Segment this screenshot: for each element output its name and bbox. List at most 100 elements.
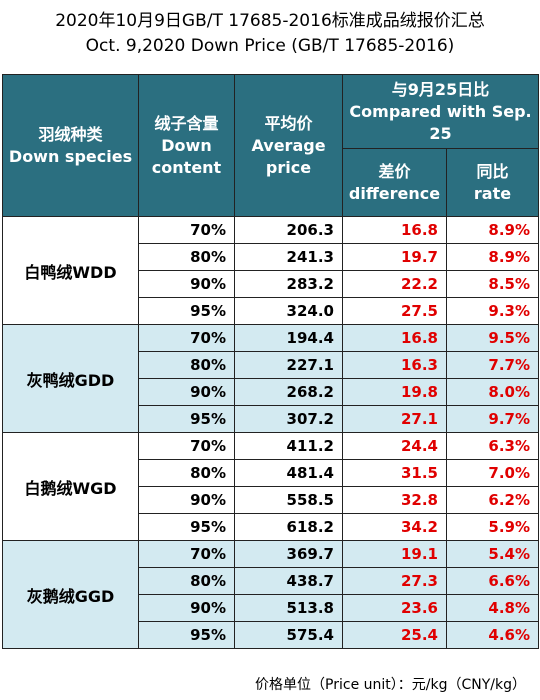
- average-price-cell: 369.7: [234, 540, 343, 568]
- table-row: 白鸭绒WDD 70% 206.3 16.8 8.9%: [2, 216, 540, 325]
- average-price-cell: 194.4: [234, 324, 343, 352]
- difference-cell: 27.5: [342, 297, 447, 325]
- table-row: 90% 558.5 32.8 6.2%: [3, 486, 540, 514]
- rate-cell: 8.0%: [445, 378, 540, 406]
- rate-cell: 5.9%: [445, 513, 540, 541]
- header-species-cn: 羽绒种类: [38, 124, 103, 144]
- difference-cell: 19.8: [342, 378, 447, 406]
- rate-cell: 9.7%: [445, 405, 540, 433]
- species-cell: 白鹅绒WGD: [2, 432, 139, 541]
- rate-cell: 4.6%: [445, 621, 540, 649]
- header-content-en-1: Down: [161, 135, 212, 155]
- header-avg-cn: 平均价: [264, 113, 313, 133]
- average-price-cell: 513.8: [234, 594, 343, 622]
- average-price-cell: 411.2: [234, 432, 343, 460]
- content-cell: 90%: [138, 486, 235, 514]
- table-row: 90% 283.2 22.2 8.5%: [3, 270, 540, 298]
- table-row: 白鹅绒WGD 70% 411.2 24.4 6.3%: [2, 432, 540, 541]
- header-content-en-2: content: [151, 157, 222, 177]
- table-row: 95% 307.2 27.1 9.7%: [3, 405, 540, 433]
- species-cell: 灰鸭绒GDD: [2, 324, 139, 433]
- price-table: 羽绒种类 Down species 绒子含量 Down content 平均价 …: [2, 74, 540, 649]
- table-row: 95% 618.2 34.2 5.9%: [3, 513, 540, 541]
- difference-cell: 25.4: [342, 621, 447, 649]
- content-cell: 70%: [138, 540, 235, 568]
- header-compared-en-2: 25: [429, 123, 452, 143]
- content-cell: 95%: [138, 297, 235, 325]
- average-price-cell: 481.4: [234, 459, 343, 487]
- average-price-cell: 324.0: [234, 297, 343, 325]
- content-cell: 80%: [138, 459, 235, 487]
- header-content-cn: 绒子含量: [154, 113, 219, 133]
- difference-cell: 22.2: [342, 270, 447, 298]
- average-price-cell: 438.7: [234, 567, 343, 595]
- average-price-cell: 241.3: [234, 243, 343, 271]
- rate-cell: 5.4%: [445, 540, 540, 568]
- difference-cell: 32.8: [342, 486, 447, 514]
- rate-cell: 7.0%: [445, 459, 540, 487]
- header-diff-en: difference: [348, 183, 441, 203]
- average-price-cell: 283.2: [234, 270, 343, 298]
- difference-cell: 16.8: [342, 324, 447, 352]
- content-cell: 95%: [138, 405, 235, 433]
- difference-cell: 24.4: [342, 432, 447, 460]
- rate-cell: 8.9%: [445, 243, 540, 271]
- table-row: 80% 481.4 31.5 7.0%: [3, 459, 540, 487]
- table-row: 80% 438.7 27.3 6.6%: [3, 567, 540, 595]
- content-cell: 90%: [138, 378, 235, 406]
- content-cell: 70%: [138, 216, 235, 244]
- rate-cell: 8.5%: [445, 270, 540, 298]
- difference-cell: 31.5: [342, 459, 447, 487]
- rate-cell: 6.6%: [445, 567, 540, 595]
- table-row: 80% 241.3 19.7 8.9%: [3, 243, 540, 271]
- average-price-cell: 268.2: [234, 378, 343, 406]
- rate-cell: 9.5%: [445, 324, 540, 352]
- content-cell: 70%: [138, 324, 235, 352]
- species-cell: 灰鹅绒GGD: [2, 540, 139, 649]
- average-price-cell: 618.2: [234, 513, 343, 541]
- content-cell: 80%: [138, 243, 235, 271]
- header-average-price: 平均价 Average price: [234, 74, 343, 217]
- difference-cell: 34.2: [342, 513, 447, 541]
- average-price-cell: 227.1: [234, 351, 343, 379]
- page-title-chinese: 2020年10月9日GB/T 17685-2016标准成品绒报价汇总: [55, 11, 485, 31]
- rate-cell: 6.2%: [445, 486, 540, 514]
- difference-cell: 16.8: [342, 216, 447, 244]
- difference-cell: 23.6: [342, 594, 447, 622]
- rate-cell: 6.3%: [445, 432, 540, 460]
- table-row: 灰鹅绒GGD 70% 369.7 19.1 5.4%: [2, 540, 540, 649]
- content-cell: 80%: [138, 567, 235, 595]
- content-cell: 95%: [138, 513, 235, 541]
- header-compared: 与9月25日比 Compared with Sep. 25: [341, 74, 540, 149]
- header-species-en: Down species: [8, 146, 133, 166]
- table-row: 95% 575.4 25.4 4.6%: [3, 621, 540, 649]
- header-rate-cn: 同比: [476, 161, 509, 181]
- table-row: 灰鸭绒GDD 70% 194.4 16.8 9.5%: [2, 324, 540, 433]
- rate-cell: 9.3%: [445, 297, 540, 325]
- table-body: 白鸭绒WDD 70% 206.3 16.8 8.9% 80% 241.3 19.7 8.9% 90…: [2, 216, 540, 649]
- page-title-english: Oct. 9,2020 Down Price (GB/T 17685-2016): [85, 36, 455, 56]
- difference-cell: 27.1: [342, 405, 447, 433]
- header-rate: 同比 rate: [445, 148, 540, 217]
- header-diff-cn: 差价: [378, 161, 411, 181]
- content-cell: 70%: [138, 432, 235, 460]
- difference-cell: 19.7: [342, 243, 447, 271]
- header-avg-en-2: price: [265, 157, 312, 177]
- price-unit-note: 价格单位（Price unit）：元/kg（CNY/kg）: [255, 677, 526, 693]
- average-price-cell: 206.3: [234, 216, 343, 244]
- species-cell: 白鸭绒WDD: [2, 216, 139, 325]
- content-cell: 95%: [138, 621, 235, 649]
- rate-cell: 7.7%: [445, 351, 540, 379]
- table-row: 95% 324.0 27.5 9.3%: [3, 297, 540, 325]
- content-cell: 80%: [138, 351, 235, 379]
- rate-cell: 8.9%: [445, 216, 540, 244]
- header-rate-en: rate: [473, 183, 512, 203]
- difference-cell: 27.3: [342, 567, 447, 595]
- difference-cell: 16.3: [342, 351, 447, 379]
- difference-cell: 19.1: [342, 540, 447, 568]
- content-cell: 90%: [138, 594, 235, 622]
- average-price-cell: 575.4: [234, 621, 343, 649]
- header-avg-en-1: Average: [251, 135, 326, 155]
- header-compared-en-1: Compared with Sep.: [349, 101, 532, 121]
- average-price-cell: 558.5: [234, 486, 343, 514]
